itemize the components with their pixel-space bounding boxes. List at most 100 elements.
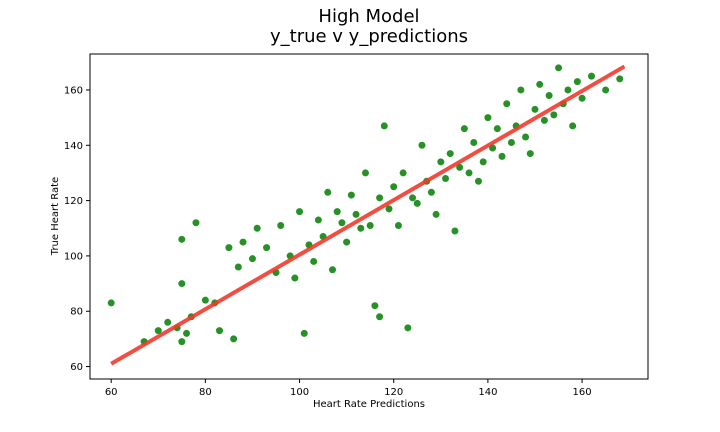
data-point-18 <box>248 255 256 263</box>
chart-subtitle: y_true v y_predictions <box>270 26 468 47</box>
data-point-55 <box>432 210 440 218</box>
x-tick-label-60: 60 <box>105 387 118 398</box>
data-point-77 <box>536 80 544 88</box>
y-tick-label-80: 80 <box>70 307 83 318</box>
data-point-20 <box>263 244 271 252</box>
plot-area-frame <box>89 53 649 380</box>
data-point-43 <box>376 194 384 202</box>
y-tick-label-100: 100 <box>64 251 83 262</box>
data-point-51 <box>413 199 421 207</box>
x-axis-ticks: 60 80 100 120 140 160 <box>105 379 592 398</box>
data-point-83 <box>564 86 572 94</box>
points-layer <box>107 64 624 346</box>
data-point-80 <box>550 111 558 119</box>
data-point-62 <box>465 169 473 177</box>
data-point-45 <box>385 205 393 213</box>
x-tick-label-80: 80 <box>199 387 212 398</box>
data-point-50 <box>409 194 417 202</box>
x-tick-label-160: 160 <box>573 387 592 398</box>
data-point-60 <box>456 163 464 171</box>
data-point-32 <box>329 266 337 274</box>
data-point-2 <box>154 327 162 335</box>
data-point-31 <box>324 188 332 196</box>
data-point-14 <box>225 244 233 252</box>
data-point-71 <box>507 139 515 147</box>
data-point-75 <box>526 150 534 158</box>
data-point-37 <box>352 210 360 218</box>
data-point-41 <box>371 302 379 310</box>
data-point-13 <box>215 327 223 335</box>
data-point-46 <box>390 183 398 191</box>
data-point-5 <box>178 338 186 346</box>
data-point-67 <box>489 144 497 152</box>
data-point-29 <box>314 216 322 224</box>
data-point-44 <box>380 122 388 130</box>
data-point-58 <box>446 150 454 158</box>
data-point-28 <box>310 257 318 265</box>
y-axis-label: True Heart Rate <box>50 177 61 256</box>
data-point-68 <box>493 125 501 133</box>
data-point-35 <box>343 238 351 246</box>
data-point-73 <box>517 86 525 94</box>
data-point-24 <box>291 274 299 282</box>
data-point-63 <box>470 139 478 147</box>
data-point-52 <box>418 141 426 149</box>
data-point-47 <box>394 221 402 229</box>
data-point-64 <box>474 177 482 185</box>
data-point-70 <box>503 100 511 108</box>
regression-line <box>110 64 626 366</box>
data-point-54 <box>427 188 435 196</box>
data-point-15 <box>230 335 238 343</box>
data-point-25 <box>296 208 304 216</box>
x-tick-label-120: 120 <box>384 387 403 398</box>
regression-line-layer <box>110 64 626 366</box>
data-point-10 <box>192 219 200 227</box>
data-point-87 <box>587 72 595 80</box>
chart-title: High Model <box>318 6 419 27</box>
data-point-0 <box>107 299 115 307</box>
y-tick-label-160: 160 <box>64 85 83 96</box>
x-axis-label: Heart Rate Predictions <box>313 399 425 410</box>
y-tick-label-60: 60 <box>70 362 83 373</box>
data-point-6 <box>178 280 186 288</box>
data-point-88 <box>602 86 610 94</box>
data-point-26 <box>300 329 308 337</box>
data-point-57 <box>442 174 450 182</box>
data-point-56 <box>437 158 445 166</box>
data-point-40 <box>366 221 374 229</box>
y-tick-label-120: 120 <box>64 196 83 207</box>
x-tick-label-140: 140 <box>478 387 497 398</box>
data-point-34 <box>338 219 346 227</box>
data-point-78 <box>540 116 548 124</box>
data-point-81 <box>555 64 563 72</box>
data-point-59 <box>451 227 459 235</box>
data-point-69 <box>498 152 506 160</box>
data-point-3 <box>164 318 172 326</box>
data-point-42 <box>376 313 384 321</box>
data-point-22 <box>277 221 285 229</box>
data-point-86 <box>578 94 586 102</box>
data-point-66 <box>484 114 492 122</box>
data-point-33 <box>333 208 341 216</box>
y-axis-ticks: 60 80 100 120 140 160 <box>64 85 90 373</box>
data-point-8 <box>183 329 191 337</box>
data-point-79 <box>545 91 553 99</box>
data-point-74 <box>522 133 530 141</box>
data-point-89 <box>616 75 624 83</box>
data-point-36 <box>347 191 355 199</box>
data-point-48 <box>399 169 407 177</box>
data-point-61 <box>460 125 468 133</box>
data-point-84 <box>569 122 577 130</box>
data-point-49 <box>404 324 412 332</box>
data-point-16 <box>234 263 242 271</box>
data-point-39 <box>361 169 369 177</box>
data-point-85 <box>573 78 581 86</box>
data-point-65 <box>479 158 487 166</box>
data-point-38 <box>357 224 365 232</box>
data-point-19 <box>253 224 261 232</box>
x-tick-label-100: 100 <box>290 387 309 398</box>
data-point-17 <box>239 238 247 246</box>
y-tick-label-140: 140 <box>64 141 83 152</box>
data-point-11 <box>201 296 209 304</box>
